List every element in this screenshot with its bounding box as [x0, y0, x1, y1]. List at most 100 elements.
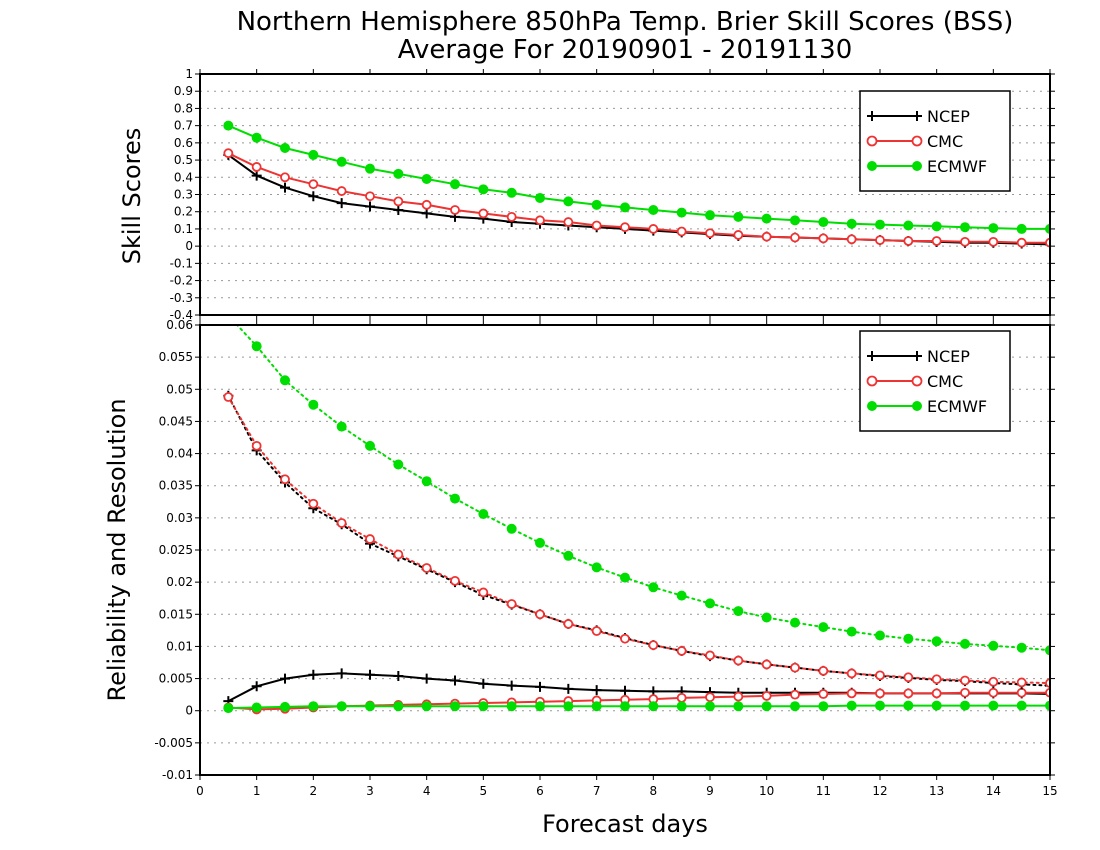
- data-point-ecmwf: [648, 204, 659, 215]
- data-point-ecmwf: [563, 550, 574, 561]
- data-point-ecmwf: [875, 219, 885, 230]
- data-point-ecmwf: [251, 132, 262, 143]
- data-point-ecmwf: [818, 622, 829, 633]
- data-point-cmc: [336, 518, 347, 528]
- data-point-ncep: [251, 170, 262, 181]
- series-line-ncep-solid: [227, 672, 1050, 702]
- data-point-ecmwf: [280, 143, 290, 154]
- x-tick-label: 12: [872, 784, 887, 798]
- y-tick-label: -0.01: [162, 768, 193, 782]
- data-point-cmc: [450, 205, 460, 215]
- data-point-ecmwf: [846, 700, 857, 711]
- data-point-ecmwf: [478, 509, 489, 519]
- data-point-cmc: [280, 474, 290, 485]
- data-point-ecmwf: [280, 701, 290, 712]
- legend-marker: [912, 111, 922, 121]
- data-point-cmc: [393, 196, 404, 207]
- data-point-cmc: [506, 599, 517, 609]
- x-tick-label: 7: [593, 784, 601, 798]
- data-point-ecmwf: [620, 701, 630, 712]
- data-point-cmc: [705, 228, 715, 239]
- legend-marker: [912, 161, 922, 171]
- data-point-ecmwf: [591, 701, 602, 712]
- data-point-ecmwf: [875, 630, 885, 641]
- x-axis-title: Forecast days: [542, 810, 708, 838]
- data-point-cmc: [308, 179, 319, 190]
- data-point-ncep: [308, 191, 319, 202]
- data-point-cmc: [563, 217, 574, 227]
- plot-area: [223, 325, 1050, 715]
- data-point-cmc: [705, 650, 715, 661]
- data-point-ecmwf: [846, 218, 857, 229]
- data-point-cmc: [620, 633, 630, 644]
- data-point-ecmwf: [790, 701, 800, 712]
- data-point-ecmwf: [365, 163, 375, 174]
- legend: NCEP CMC ECMWF: [859, 330, 1011, 432]
- y-tick-label: 0.045: [159, 414, 193, 428]
- data-point-cmc: [676, 692, 687, 703]
- data-point-cmc: [931, 674, 942, 685]
- data-point-cmc: [563, 619, 574, 629]
- data-point-cmc: [846, 688, 857, 699]
- y-tick-label: 0.005: [159, 672, 193, 686]
- data-point-ecmwf: [393, 459, 404, 470]
- plot-area: [223, 120, 1050, 250]
- legend-marker: [912, 401, 922, 411]
- data-point-ecmwf: [308, 701, 319, 712]
- data-point-ecmwf: [591, 562, 602, 573]
- data-point-ecmwf: [535, 192, 545, 203]
- data-point-ecmwf: [563, 196, 574, 207]
- data-point-ecmwf: [931, 221, 942, 232]
- data-point-cmc: [421, 563, 432, 573]
- data-point-ecmwf: [733, 606, 744, 617]
- x-tick-label: 10: [759, 784, 774, 798]
- data-point-cmc: [988, 687, 999, 698]
- data-point-ncep: [336, 668, 347, 679]
- data-point-ncep: [280, 182, 290, 193]
- legend-marker: [867, 161, 877, 171]
- data-point-ecmwf: [903, 700, 914, 711]
- x-tick-label: 13: [929, 784, 944, 798]
- data-point-ecmwf: [506, 701, 517, 712]
- data-point-cmc: [1016, 687, 1027, 698]
- data-point-ncep: [393, 204, 404, 215]
- series-line-cmc-dotted: [227, 396, 1050, 685]
- data-point-ecmwf: [648, 701, 659, 712]
- legend-marker: [866, 135, 878, 147]
- legend-label-cmc: CMC: [927, 372, 963, 391]
- y-tick-label: 0.7: [174, 119, 193, 133]
- data-point-cmc: [506, 211, 517, 222]
- y-tick-label: 0.05: [166, 382, 193, 396]
- data-point-ecmwf: [336, 156, 347, 167]
- data-point-cmc: [761, 659, 772, 670]
- y-tick-label: 0.01: [166, 639, 193, 653]
- data-point-ecmwf: [846, 626, 857, 637]
- data-point-ecmwf: [251, 702, 262, 713]
- y-tick-label: 0.015: [159, 607, 193, 621]
- y-tick-label: 0.04: [166, 447, 193, 461]
- data-point-ncep: [535, 681, 545, 692]
- data-point-cmc: [648, 640, 659, 651]
- data-point-ncep: [620, 685, 630, 696]
- data-point-ecmwf: [988, 700, 999, 711]
- data-point-cmc: [251, 440, 262, 451]
- data-point-cmc: [903, 688, 914, 699]
- data-point-ecmwf: [761, 612, 772, 623]
- data-point-cmc: [733, 230, 744, 240]
- y-axis-title-reliability: Reliability and Resolution: [103, 398, 131, 701]
- data-point-ecmwf: [421, 476, 432, 487]
- data-point-cmc: [790, 662, 800, 673]
- data-point-ecmwf: [903, 220, 914, 231]
- data-point-ecmwf: [620, 572, 630, 583]
- data-point-cmc: [223, 148, 234, 159]
- data-point-ecmwf: [875, 700, 885, 711]
- data-point-ecmwf: [790, 617, 800, 628]
- data-point-cmc: [1016, 677, 1027, 688]
- data-point-cmc: [450, 575, 460, 586]
- data-point-cmc: [478, 587, 489, 598]
- data-point-cmc: [478, 208, 489, 219]
- data-point-ecmwf: [251, 341, 262, 352]
- legend-label-cmc: CMC: [927, 132, 963, 151]
- data-point-cmc: [676, 226, 687, 237]
